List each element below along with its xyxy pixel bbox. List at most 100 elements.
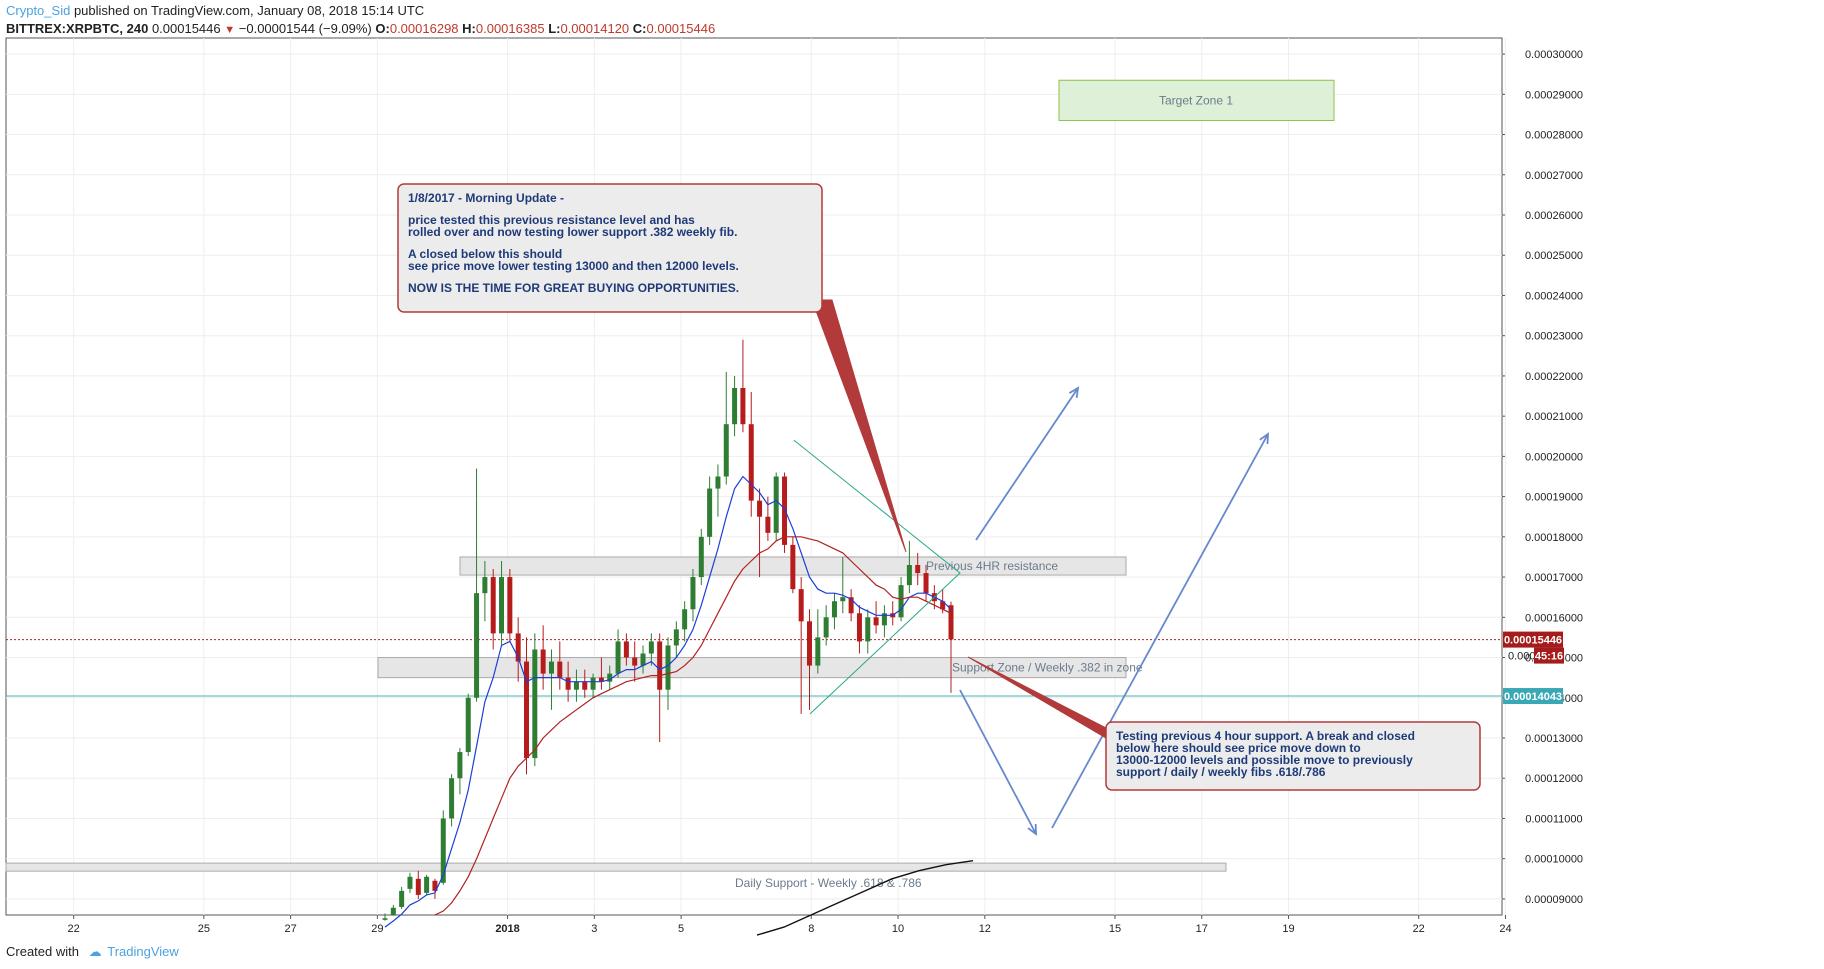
resistance-zone-label: Previous 4HR resistance (926, 559, 1058, 573)
ema-fast-line (384, 475, 952, 928)
candle-body (840, 597, 846, 602)
y-tick-label: 0.00028000 (1525, 130, 1583, 142)
y-tick-label: 0.00025000 (1525, 250, 1583, 262)
low-label: L: (548, 21, 561, 36)
candle-body (673, 629, 679, 646)
candle-body (424, 876, 430, 893)
hidden-price-tag: 0.000 (1508, 651, 1536, 663)
candle-body (748, 424, 754, 501)
y-tick-label: 0.00017000 (1525, 572, 1583, 584)
candle-body (698, 536, 704, 578)
morning-update-note-line: 1/8/2017 - Morning Update - (408, 191, 564, 205)
x-tick-label: 22 (68, 923, 80, 935)
morning-update-note-line: see price move lower testing 13000 and t… (408, 259, 739, 273)
open-label: O: (375, 21, 390, 36)
candle-body (532, 649, 538, 759)
candle-body (648, 641, 654, 654)
candle-body (524, 661, 529, 759)
candle-body (465, 697, 471, 753)
morning-update-note-line: A closed below this should (408, 247, 562, 261)
support-note: Testing previous 4 hour support. A break… (1105, 721, 1481, 791)
countdown-tag: 45:16 (1535, 651, 1563, 663)
candle-body (906, 565, 912, 586)
x-tick-label: 29 (371, 923, 383, 935)
candle-body (740, 387, 746, 425)
candle-body (773, 476, 779, 533)
last-price-tag-bg (1503, 631, 1563, 648)
candle-body (682, 609, 688, 630)
candle-body (856, 613, 862, 642)
candle-body (390, 907, 396, 915)
low-value: 0.00014120 (560, 21, 630, 36)
author-link[interactable]: Crypto_Sid (6, 3, 71, 18)
candle-body (499, 577, 505, 634)
symbol-label: BITTREX:XRPBTC, 240 (6, 21, 149, 36)
candle-body (482, 577, 488, 594)
y-tick-label: 0.00020000 (1525, 451, 1583, 463)
morning-update-note-line: rolled over and now testing lower suppor… (408, 225, 737, 239)
candle-body (623, 641, 629, 658)
candle-body (615, 641, 621, 674)
candle-body (707, 488, 713, 537)
x-tick-label: 3 (591, 923, 597, 935)
candle-body (507, 577, 513, 634)
x-tick-label: 2018 (495, 923, 519, 935)
y-tick-label: 0.00009000 (1525, 894, 1583, 906)
countdown-bg (1534, 647, 1564, 664)
last-price: 0.00015446 (151, 21, 221, 36)
down-arrow-icon: ▼ (224, 24, 236, 36)
candle-body (690, 577, 696, 610)
tradingview-link[interactable]: TradingView (107, 944, 179, 959)
support-note-line: Testing previous 4 hour support. A break… (1116, 729, 1415, 743)
x-tick-label: 15 (1109, 923, 1121, 935)
y-tick-label: 0.00023000 (1525, 331, 1583, 343)
candle-body (732, 387, 738, 425)
candle-body (657, 641, 663, 690)
y-tick-label: 0.00021000 (1525, 411, 1583, 423)
candle-body (798, 589, 804, 622)
y-tick-label: 0.00029000 (1525, 89, 1583, 101)
candle-body (715, 476, 721, 489)
daily-support-zone (5, 862, 1227, 872)
candle-body (440, 818, 446, 883)
candle-body (848, 597, 854, 614)
candle-body (815, 637, 821, 666)
y-tick-label: 0.00016000 (1525, 612, 1583, 624)
support-zone-label: Support Zone / Weekly .382 in zone (952, 661, 1143, 675)
candle-body (665, 645, 671, 690)
target-zone (1058, 79, 1335, 121)
support-zone (377, 657, 1127, 679)
ohlc-line: BITTREX:XRPBTC, 240 0.00015446 ▼ −0.0000… (6, 21, 715, 36)
arrow-down (959, 689, 1037, 835)
tradingview-logo-icon[interactable]: ☁ (88, 944, 102, 959)
arrow-down-head (1027, 823, 1037, 836)
candle-body (723, 424, 729, 477)
x-tick-label: 25 (198, 923, 210, 935)
candle-body (898, 585, 904, 618)
close-label: C: (632, 21, 647, 36)
x-tick-label: 5 (678, 923, 684, 935)
y-tick-label: 0.00011000 (1525, 813, 1582, 825)
x-tick-label: 8 (808, 923, 814, 935)
y-tick-label: 0.00012000 (1525, 773, 1583, 785)
high-label: H: (462, 21, 476, 36)
candle-body (457, 752, 463, 779)
support-price-tag-bg (1503, 688, 1563, 705)
x-tick-label: 27 (284, 923, 296, 935)
x-tick-label: 17 (1196, 923, 1208, 935)
candle-body (881, 613, 887, 626)
footer: Created with ☁ TradingView (6, 944, 179, 960)
candle-body (415, 878, 421, 895)
candle-body (823, 617, 829, 638)
arrow-up-short-head (1068, 386, 1080, 399)
arrow-up-short (975, 387, 1079, 541)
candle-body (640, 653, 646, 666)
support-price-tag: 0.00014043 (1504, 691, 1562, 703)
y-tick-label: 0.00019000 (1525, 492, 1583, 504)
candle-body (382, 918, 388, 920)
change-value: −0.00001544 (−9.09%) (238, 21, 372, 36)
y-tick-label: 0.00018000 (1525, 532, 1583, 544)
candle-body (923, 573, 929, 594)
